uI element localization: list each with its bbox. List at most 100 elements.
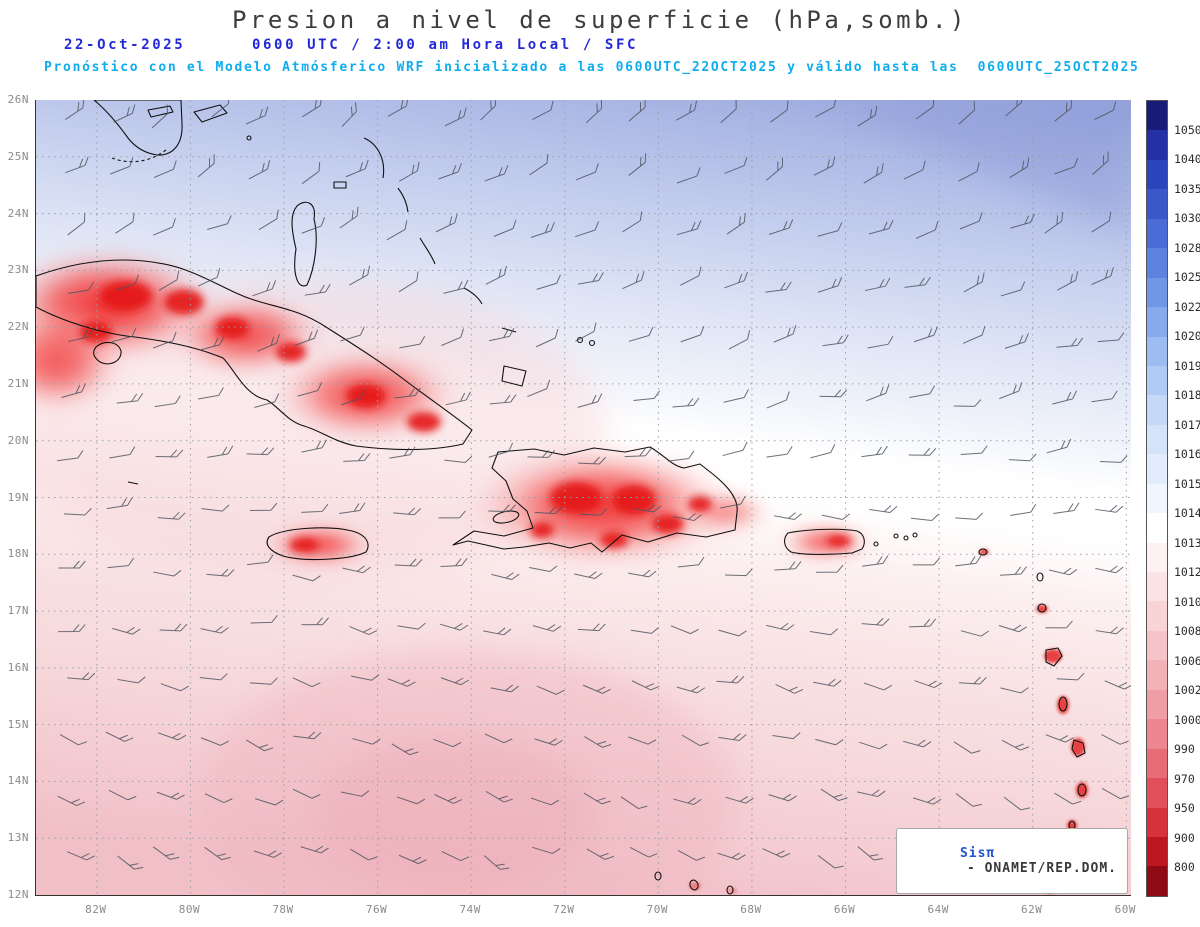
header: Presion a nivel de superficie (hPa,somb.… [0,0,1200,75]
lat-label: 24N [7,206,29,220]
colorbar: 1050 1040 1035 1030 1028 1025 1022 1020 1019 1018… [1146,100,1200,897]
colorbar-segment [1147,572,1167,602]
colorbar-label: 1000 [1174,712,1200,727]
colorbar-segments [1146,100,1168,897]
colorbar-segment [1147,424,1167,455]
colorbar-segment [1147,601,1167,631]
lat-label: 26N [7,93,29,106]
lat-label: 16N [7,660,29,674]
forecast-datetime-line: 22-Oct-2025 0600 UTC / 2:00 am Hora Loca… [0,37,1200,57]
colorbar-label: 1016 [1174,447,1200,462]
lat-label: 13N [7,831,29,845]
lat-label: 25N [7,149,29,163]
colorbar-segment [1147,807,1167,837]
lat-label: 19N [7,490,29,504]
lat-label: 12N [7,888,29,901]
colorbar-segment [1147,307,1167,337]
lat-label: 21N [7,376,29,390]
lon-label: 60W [1114,903,1136,916]
low-pressure-red-layer [36,245,1088,894]
lon-label: 66W [833,903,856,916]
attribution-org: - ONAMET/REP.DOM. [966,861,1117,876]
wind-barbs-layer [57,100,1131,870]
lon-label: 64W [927,903,949,916]
lon-label: 82W [85,903,107,916]
colorbar-label: 1050 [1174,122,1200,137]
colorbar-segment [1147,542,1167,572]
lon-axis: 82W 80W 78W 76W 74W 72W 70W 68W 66W 64W 62W 60W [35,901,1135,919]
lat-axis: 26N 25N 24N 23N 22N 21N 20N 19N 18N 17N 16N 15N 14N 1… [0,93,32,901]
colorbar-label: 1002 [1174,683,1200,698]
gridlines-layer [36,100,1131,895]
colorbar-segment [1147,778,1167,808]
colorbar-segment [1147,483,1167,514]
forecast-date: 22-Oct-2025 [64,37,186,53]
colorbar-label: 1010 [1174,594,1200,609]
colorbar-label: 1014 [1174,506,1200,521]
colorbar-label: 1028 [1174,240,1200,255]
lon-label: 76W [365,903,388,916]
colorbar-segment [1147,630,1167,661]
colorbar-labels: 1050 1040 1035 1030 1028 1025 1022 1020 1019 1018… [1174,100,1200,897]
lat-label: 22N [7,320,29,334]
colorbar-segment [1147,336,1167,366]
colorbar-segment [1147,395,1167,425]
colorbar-segment [1147,454,1167,484]
lon-label: 72W [553,903,575,916]
lon-label: 62W [1021,903,1043,916]
colorbar-label: 1015 [1174,476,1200,491]
lat-label: 20N [7,433,29,447]
colorbar-label: 1017 [1174,417,1200,432]
colorbar-label: 1008 [1174,624,1200,639]
colorbar-label: 1030 [1174,211,1200,226]
colorbar-segment [1147,866,1167,896]
colorbar-label: 970 [1174,771,1195,786]
model-info-line: Pronóstico con el Modelo Atmósferico WRF… [44,60,1140,75]
lon-label: 74W [459,903,481,916]
lat-label: 15N [7,717,29,731]
colorbar-label: 1006 [1174,653,1200,668]
colorbar-label: 1012 [1174,565,1200,580]
colorbar-label: 1018 [1174,388,1200,403]
colorbar-segment [1147,513,1167,543]
lat-label: 23N [7,263,29,277]
map-box: Sisπ - ONAMET/REP.DOM. [35,100,1131,896]
lon-label: 80W [178,903,201,916]
lon-label: 78W [272,903,294,916]
attribution-box: Sisπ - ONAMET/REP.DOM. [895,828,1128,894]
colorbar-label: 1025 [1174,270,1200,285]
lat-label: 18N [7,547,29,561]
colorbar-segment [1147,660,1167,690]
colorbar-label: 950 [1174,801,1195,816]
colorbar-segment [1147,365,1167,396]
colorbar-segment [1147,218,1167,249]
colorbar-segment [1147,748,1167,779]
colorbar-label: 800 [1174,860,1195,875]
attribution-brand: Sisπ [959,846,996,861]
lat-label: 14N [7,774,29,788]
colorbar-segment [1147,101,1167,131]
colorbar-segment [1147,159,1167,190]
colorbar-label: 1035 [1174,181,1200,196]
map-title: Presion a nivel de superficie (hPa,somb.… [232,6,968,34]
colorbar-segment [1147,836,1167,867]
colorbar-label: 1040 [1174,152,1200,167]
colorbar-label: 990 [1174,742,1195,757]
colorbar-label: 1013 [1174,535,1200,550]
colorbar-segment [1147,277,1167,308]
colorbar-label: 1022 [1174,299,1200,314]
lon-label: 70W [646,903,669,916]
map-canvas [36,100,1131,895]
colorbar-segment [1147,189,1167,219]
colorbar-label: 1019 [1174,358,1200,373]
colorbar-segment [1147,719,1167,749]
forecast-time: 0600 UTC / 2:00 am Hora Local / SFC [252,37,639,53]
colorbar-label: 900 [1174,830,1195,845]
colorbar-segment [1147,248,1167,278]
lon-label: 68W [740,903,762,916]
colorbar-segment [1147,689,1167,720]
colorbar-label: 1020 [1174,329,1200,344]
colorbar-segment [1147,130,1167,160]
lat-label: 17N [7,604,29,618]
